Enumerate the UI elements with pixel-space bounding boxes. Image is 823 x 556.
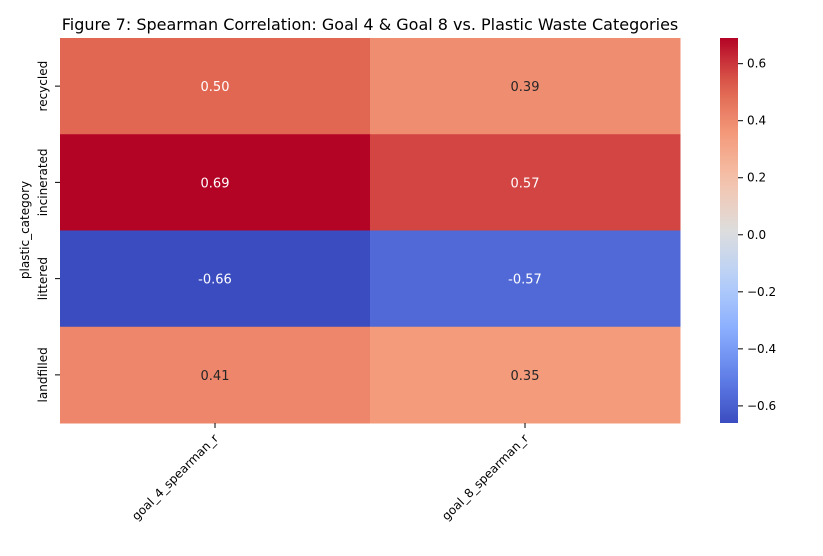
heatmap-cell-incinerated-goal_8_spearman_r bbox=[370, 134, 681, 231]
x-axis-ticks: goal_4_spearman_r goal_8_spearman_r bbox=[129, 423, 531, 523]
heatmap-cell-recycled-goal_4_spearman_r bbox=[60, 38, 371, 135]
y-axis-label: plastic_category bbox=[18, 181, 32, 279]
colorbar-tick-label: 0.2 bbox=[747, 171, 766, 185]
chart-title: Figure 7: Spearman Correlation: Goal 4 &… bbox=[62, 15, 679, 34]
heatmap-cell-labels: 0.50 0.39 0.69 0.57 -0.66 -0.57 0.41 0.35 bbox=[198, 80, 542, 384]
cell-value-label: -0.66 bbox=[198, 273, 232, 288]
colorbar-tick-label: −0.6 bbox=[747, 399, 776, 413]
colorbar-ticks: −0.6 −0.4 −0.2 0.0 0.2 0.4 0.6 bbox=[738, 57, 776, 413]
cell-value-label: 0.50 bbox=[201, 80, 230, 95]
y-tick-label-littered: littered bbox=[36, 257, 50, 300]
heatmap-cell-littered-goal_8_spearman_r bbox=[370, 230, 681, 328]
colorbar bbox=[720, 38, 738, 423]
y-tick-label-recycled: recycled bbox=[36, 61, 50, 112]
colorbar-tick-label: 0.4 bbox=[747, 114, 766, 128]
cell-value-label: 0.69 bbox=[201, 176, 230, 191]
heatmap-cell-landfilled-goal_4_spearman_r bbox=[60, 326, 371, 424]
heatmap-cell-recycled-goal_8_spearman_r bbox=[370, 38, 681, 135]
x-tick-label-goal_8_spearman_r: goal_8_spearman_r bbox=[439, 431, 531, 523]
colorbar-tick-label: −0.2 bbox=[747, 285, 776, 299]
colorbar-tick-label: 0.6 bbox=[747, 57, 766, 71]
heatmap-cell-landfilled-goal_8_spearman_r bbox=[370, 326, 681, 424]
colorbar-tick-label: 0.0 bbox=[747, 228, 766, 242]
y-axis-ticks: recycled incinerated littered landfilled bbox=[36, 61, 60, 402]
heatmap-cell-littered-goal_4_spearman_r bbox=[60, 230, 371, 328]
x-tick-label-goal_4_spearman_r: goal_4_spearman_r bbox=[129, 431, 221, 523]
colorbar-tick-label: −0.4 bbox=[747, 342, 776, 356]
cell-value-label: -0.57 bbox=[508, 273, 542, 288]
cell-value-label: 0.57 bbox=[511, 176, 540, 191]
cell-value-label: 0.41 bbox=[201, 369, 230, 384]
y-tick-label-incinerated: incinerated bbox=[36, 148, 50, 216]
cell-value-label: 0.35 bbox=[511, 369, 540, 384]
heatmap-cells bbox=[60, 38, 681, 424]
cell-value-label: 0.39 bbox=[511, 80, 540, 95]
y-tick-label-landfilled: landfilled bbox=[36, 347, 50, 402]
heatmap-cell-incinerated-goal_4_spearman_r bbox=[60, 134, 371, 231]
